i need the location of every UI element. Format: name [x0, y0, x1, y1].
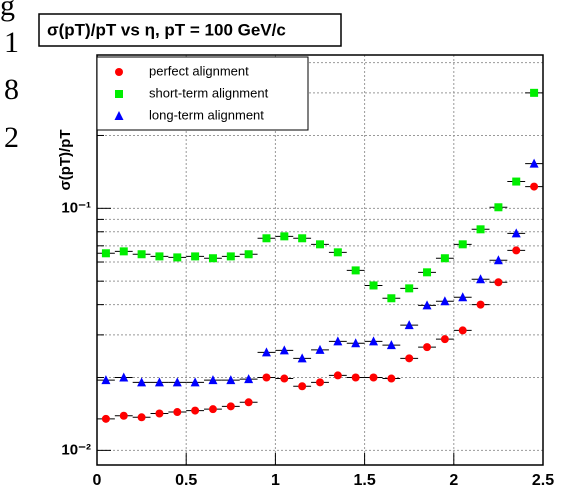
marker [280, 232, 289, 241]
marker [119, 247, 128, 256]
marker [154, 377, 164, 387]
cropped-text: 1 [4, 26, 19, 59]
marker [530, 182, 539, 191]
legend-label: perfect alignment [149, 63, 249, 78]
marker [440, 296, 450, 306]
marker [529, 158, 539, 168]
marker [351, 338, 361, 348]
marker [369, 373, 378, 382]
marker [244, 398, 253, 407]
x-tick-label: 0.5 [175, 472, 197, 489]
marker [226, 402, 235, 411]
marker [137, 250, 146, 259]
marker [316, 240, 324, 249]
marker [101, 249, 110, 258]
title-box [38, 13, 342, 47]
marker [440, 254, 449, 263]
marker [208, 254, 217, 263]
x-tick-label: 1 [271, 472, 280, 489]
marker [333, 336, 343, 346]
marker [512, 177, 521, 186]
legend-marker [114, 111, 124, 120]
marker [119, 372, 129, 382]
marker [173, 253, 182, 262]
marker [280, 374, 289, 383]
x-tick-label: 2 [449, 472, 458, 489]
marker [476, 300, 485, 309]
marker [208, 375, 218, 385]
marker [298, 382, 307, 391]
marker [191, 252, 200, 261]
marker [387, 374, 396, 383]
marker [512, 246, 521, 255]
marker [458, 240, 467, 249]
cropped-text: 8 [4, 73, 19, 106]
marker [458, 326, 467, 335]
marker [405, 354, 414, 363]
marker [101, 375, 111, 385]
y-axis-label: σ(pT)/pT [57, 129, 74, 190]
marker [387, 294, 396, 303]
cropped-text: g [0, 0, 15, 22]
marker [369, 281, 378, 290]
marker [351, 266, 360, 275]
marker [119, 411, 128, 420]
marker [333, 371, 342, 380]
marker [262, 373, 271, 382]
marker [298, 234, 307, 243]
marker [351, 373, 360, 382]
marker [369, 336, 379, 346]
marker [316, 378, 324, 387]
marker [476, 274, 486, 284]
marker [422, 300, 432, 310]
x-tick-label: 1.5 [353, 472, 375, 489]
marker [530, 88, 539, 97]
marker [190, 377, 200, 387]
legend-label: long-term alignment [149, 107, 264, 122]
marker [315, 344, 325, 354]
y-tick-label: 10⁻¹ [61, 199, 91, 216]
marker [404, 320, 414, 330]
x-tick-label: 0 [93, 472, 102, 489]
marker [297, 353, 307, 363]
marker [208, 405, 217, 414]
marker [172, 377, 182, 387]
marker [155, 252, 164, 261]
marker [405, 284, 414, 293]
marker [191, 406, 200, 415]
marker [494, 203, 503, 212]
marker [440, 335, 449, 344]
marker [386, 340, 396, 350]
marker [137, 413, 146, 422]
marker [155, 409, 164, 418]
marker [101, 414, 110, 423]
marker [423, 343, 432, 352]
chart-title: σ(pT)/pT vs η, pT = 100 GeV/c [47, 20, 286, 39]
marker [423, 268, 432, 277]
legend-label: short-term alignment [149, 85, 269, 100]
marker [261, 347, 271, 357]
marker [226, 252, 235, 261]
legend-marker [115, 90, 123, 98]
marker [333, 248, 342, 257]
marker [494, 278, 503, 287]
marker [262, 234, 271, 243]
marker [244, 374, 254, 384]
marker [244, 250, 253, 259]
x-tick-label: 2.5 [532, 472, 554, 489]
plot-frame [96, 54, 544, 466]
marker [137, 377, 147, 387]
marker [511, 228, 521, 238]
y-tick-label: 10⁻² [61, 441, 91, 458]
legend-marker [115, 68, 123, 76]
marker [493, 255, 503, 265]
legend-box [96, 56, 309, 131]
marker [279, 345, 289, 355]
marker [173, 408, 182, 417]
marker [226, 375, 236, 385]
marker [458, 292, 468, 302]
marker [476, 225, 485, 234]
cropped-text: 2 [4, 121, 19, 154]
